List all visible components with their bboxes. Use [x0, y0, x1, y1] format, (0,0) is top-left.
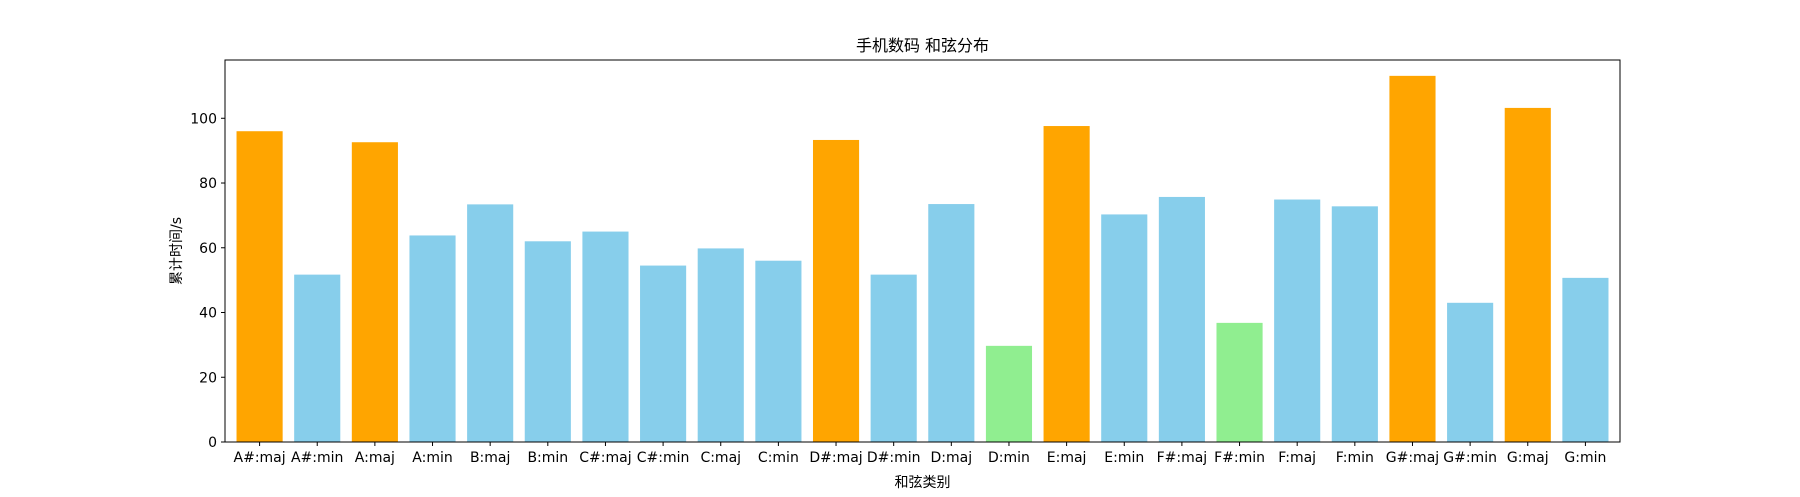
x-tick-label: D#:maj	[809, 450, 862, 466]
bar-f-maj	[1158, 196, 1205, 442]
y-tick-label: 80	[199, 176, 217, 192]
x-tick-label: G#:maj	[1386, 450, 1439, 466]
bar-a-min	[409, 235, 456, 442]
x-tick-label: F#:maj	[1157, 450, 1208, 466]
bar-c-maj	[582, 231, 629, 442]
bar-group	[236, 75, 1609, 443]
x-tick-label: A:min	[412, 450, 452, 466]
y-tick-label: 40	[199, 306, 217, 322]
x-tick-label: G:min	[1564, 450, 1606, 466]
bar-d-maj	[812, 139, 860, 442]
x-tick-label: D:maj	[931, 450, 973, 466]
bar-a-min	[294, 274, 341, 442]
x-tick-label: A#:maj	[234, 450, 286, 466]
bar-g-min	[1447, 302, 1494, 442]
bar-b-maj	[467, 204, 514, 442]
y-tick-label: 60	[199, 241, 217, 257]
x-tick-label: C#:maj	[579, 450, 631, 466]
x-tick-label: E:maj	[1047, 450, 1087, 466]
bar-e-min	[1101, 214, 1148, 442]
x-tick-label: E:min	[1104, 450, 1144, 466]
chart-title: 手机数码 和弦分布	[856, 36, 989, 55]
y-tick-label: 100	[190, 111, 217, 127]
bar-e-maj	[1043, 126, 1090, 442]
bar-c-maj	[697, 248, 744, 442]
x-tick-label: C:maj	[700, 450, 741, 466]
x-tick-label: F:maj	[1278, 450, 1316, 466]
y-tick-label: 20	[199, 370, 217, 386]
x-tick-label: B:min	[527, 450, 568, 466]
x-tick-label: A:maj	[355, 450, 395, 466]
bar-g-maj	[1389, 75, 1436, 443]
bar-c-min	[640, 265, 687, 442]
bar-d-maj	[928, 204, 975, 442]
y-axis-ticks: 0 20 40 60 80 100	[190, 111, 225, 451]
x-tick-label: B:maj	[470, 450, 510, 466]
plot-frame	[224, 59, 1621, 443]
bar-f-maj	[1274, 199, 1321, 442]
bar-d-min	[870, 274, 917, 442]
x-tick-label: G#:min	[1443, 450, 1497, 466]
x-tick-label: C#:min	[637, 450, 690, 466]
x-tick-label: D:min	[988, 450, 1030, 466]
bar-g-min	[1562, 277, 1609, 442]
x-tick-label: A#:min	[291, 450, 343, 466]
x-tick-label: F:min	[1336, 450, 1374, 466]
bar-f-min	[1331, 206, 1378, 442]
bar-d-min	[985, 345, 1033, 442]
x-axis-title: 和弦类别	[895, 475, 951, 491]
y-tick-label: 0	[208, 435, 217, 451]
x-tick-label: F#:min	[1214, 450, 1265, 466]
x-axis-ticks: A#:maj A#:min A:maj A:min B:maj B:min C#:maj C#…	[234, 442, 1606, 466]
bar-g-maj	[1504, 107, 1551, 442]
bar-a-maj	[236, 131, 283, 442]
y-axis-title: 累计时间/s	[169, 217, 185, 285]
bar-c-min	[755, 260, 802, 442]
bar-b-min	[524, 241, 571, 442]
x-tick-label: D#:min	[867, 450, 921, 466]
bar-a-maj	[351, 142, 398, 443]
x-tick-label: C:min	[758, 450, 799, 466]
bar-f-min	[1216, 322, 1263, 442]
x-tick-label: G:maj	[1507, 450, 1549, 466]
